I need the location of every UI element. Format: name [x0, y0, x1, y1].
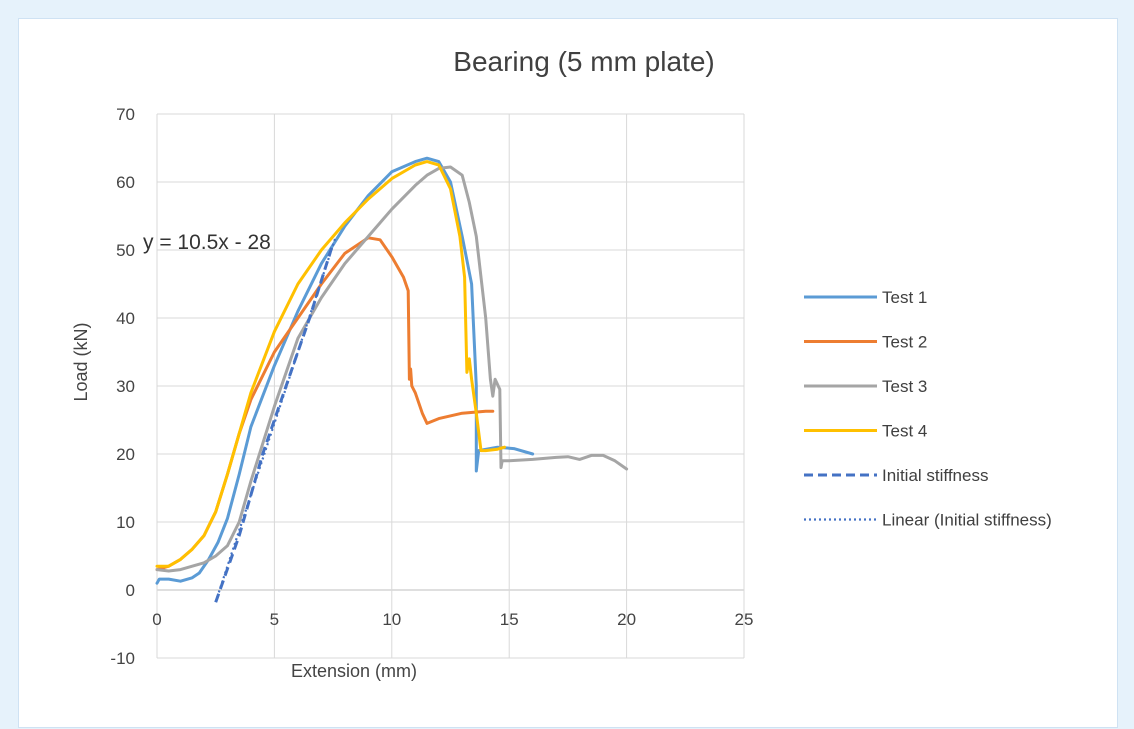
series-line-4: [155, 160, 506, 568]
y-tick-label: 50: [116, 241, 135, 260]
series-line-6: [214, 237, 337, 603]
x-tick-label: 15: [500, 610, 519, 629]
axes: -10 0 10 20 30 40 50 60 70 0 5 10 15 20 25: [110, 105, 753, 668]
series-line-3: [155, 165, 629, 573]
series-line-5: [214, 242, 335, 603]
y-tick-label: 0: [126, 581, 135, 600]
y-tick-label: 60: [116, 173, 135, 192]
chart-svg: Bearing (5 mm plate) -10 0 10 20 30 40 50 60 70 0…: [71, 46, 1052, 681]
legend-label: Linear (Initial stiffness): [882, 511, 1052, 530]
chart-card: Bearing (5 mm plate) -10 0 10 20 30 40 50 60 70 0…: [18, 18, 1118, 728]
x-axis-title: Extension (mm): [291, 661, 417, 681]
y-axis-title: Load (kN): [71, 322, 91, 401]
y-tick-label: 20: [116, 445, 135, 464]
legend-label: Test 4: [882, 422, 927, 441]
x-tick-label: 25: [735, 610, 754, 629]
series-line-2: [155, 236, 495, 572]
gridlines: [156, 113, 745, 659]
trendline-equation: y = 10.5x - 28: [143, 231, 271, 254]
x-tick-label: 20: [617, 610, 636, 629]
y-tick-label: 30: [116, 377, 135, 396]
x-tick-label: 0: [152, 610, 161, 629]
legend-label: Initial stiffness: [882, 466, 988, 485]
legend-label: Test 3: [882, 377, 927, 396]
legend-label: Test 1: [882, 288, 927, 307]
y-tick-label: 40: [116, 309, 135, 328]
y-tick-label: 10: [116, 513, 135, 532]
y-tick-label: -10: [110, 649, 135, 668]
chart-title: Bearing (5 mm plate): [453, 46, 714, 77]
legend-label: Test 2: [882, 333, 927, 352]
x-tick-label: 5: [270, 610, 279, 629]
y-tick-label: 70: [116, 105, 135, 124]
x-tick-label: 10: [382, 610, 401, 629]
legend: Test 1 Test 2 Test 3 Test 4 Initial stiffnes…: [804, 288, 1052, 530]
plot-series: [155, 156, 629, 603]
